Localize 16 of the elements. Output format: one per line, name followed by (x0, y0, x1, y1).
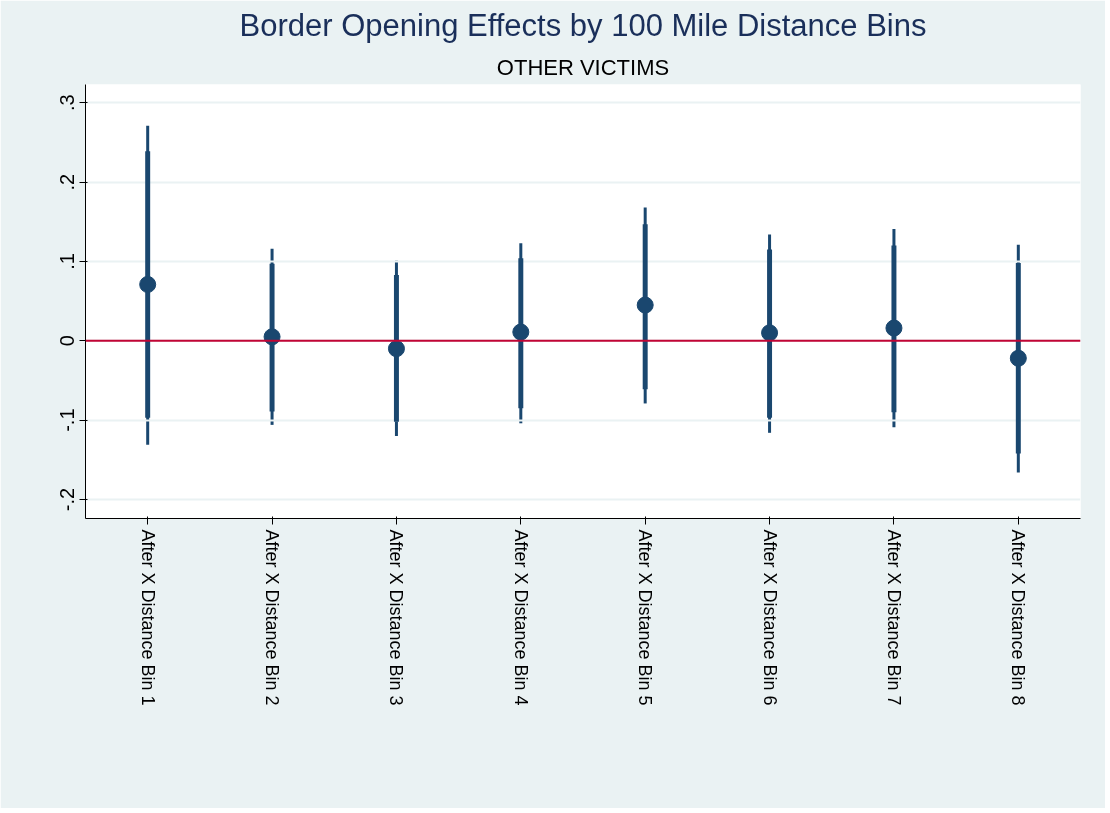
y-tick-label: .2 (56, 173, 79, 191)
y-tick-label: 0 (56, 335, 79, 347)
y-tick-label: -.2 (56, 487, 79, 512)
x-tick-label: After X Distance Bin 6 (759, 529, 780, 706)
y-tick-label: -.1 (56, 408, 79, 432)
x-tick-label: After X Distance Bin 1 (137, 529, 158, 706)
x-tick-label: After X Distance Bin 2 (262, 529, 283, 706)
x-tick-label: After X Distance Bin 5 (635, 529, 656, 706)
x-tick-label: After X Distance Bin 7 (883, 529, 904, 706)
x-tick-label: After X Distance Bin 4 (510, 529, 531, 706)
chart-subtitle: OTHER VICTIMS (496, 54, 670, 80)
chart-title: Border Opening Effects by 100 Mile Distance Bins (239, 7, 927, 43)
x-tick-label: After X Distance Bin 3 (386, 529, 407, 706)
y-tick-label: .1 (56, 253, 79, 270)
y-tick-label: .3 (56, 94, 79, 112)
x-tick-label: After X Distance Bin 8 (1008, 529, 1029, 706)
